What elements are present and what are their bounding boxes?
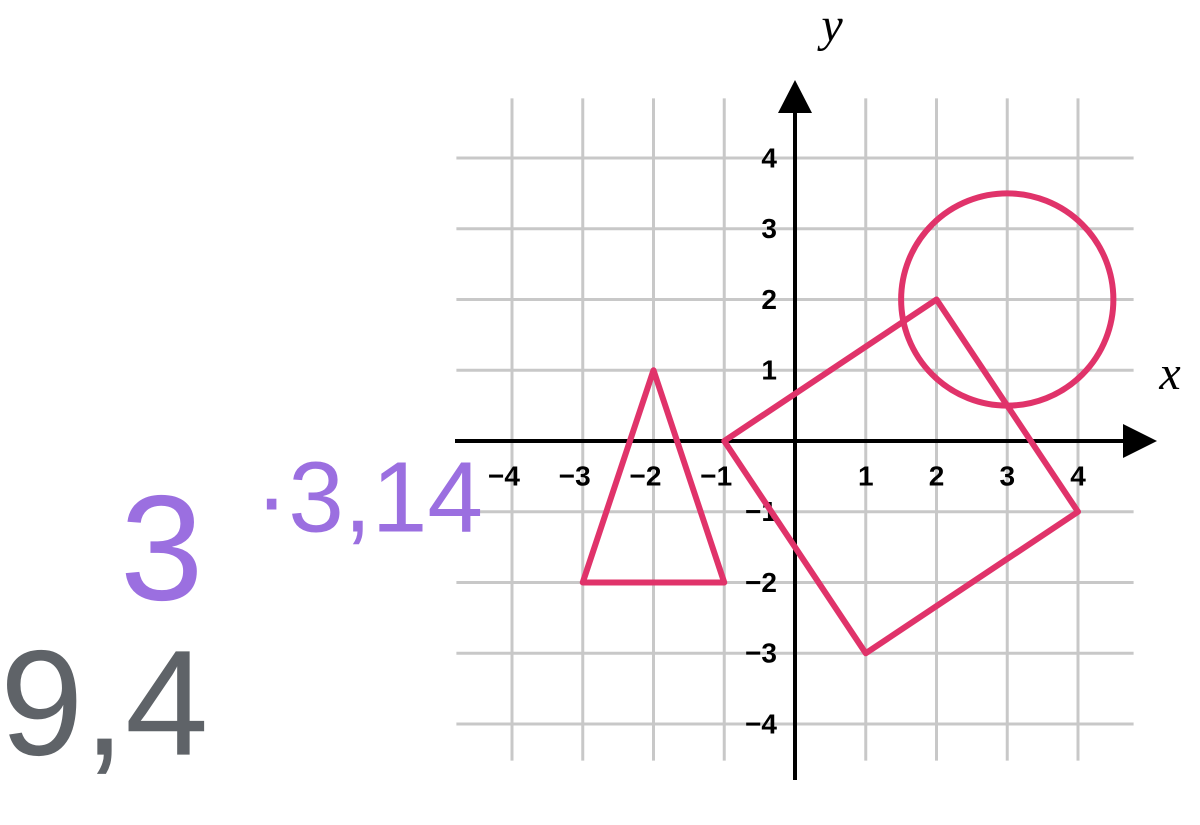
y-tick-label: −3 [745,638,777,669]
x-axis-label: x [1158,347,1180,400]
x-tick-label: −4 [488,460,520,491]
x-tick-label: 1 [858,460,874,491]
x-arrow [1123,424,1157,458]
polygon-shape [721,296,1081,657]
polygon-shape [579,367,728,586]
x-tick-label: 4 [1070,460,1086,491]
y-tick-label: −2 [745,567,777,598]
y-tick-label: 2 [761,284,777,315]
x-tick-label: −1 [700,460,732,491]
x-tick-label: −2 [630,460,662,491]
x-tick-label: 2 [929,460,945,491]
y-axis-label: y [816,0,843,52]
handwritten-note: 3 [120,464,203,632]
y-tick-label: −4 [745,708,777,739]
y-tick-label: 1 [761,355,777,386]
y-tick-label: 4 [761,142,777,173]
circle-shape [898,190,1117,409]
handwritten-note: ·3,14 [255,441,483,553]
x-tick-label: 3 [999,460,1015,491]
y-tick-label: 3 [761,213,777,244]
x-tick-label: −3 [559,460,591,491]
y-arrow [778,80,812,113]
handwritten-note: 9,4 [0,619,209,787]
